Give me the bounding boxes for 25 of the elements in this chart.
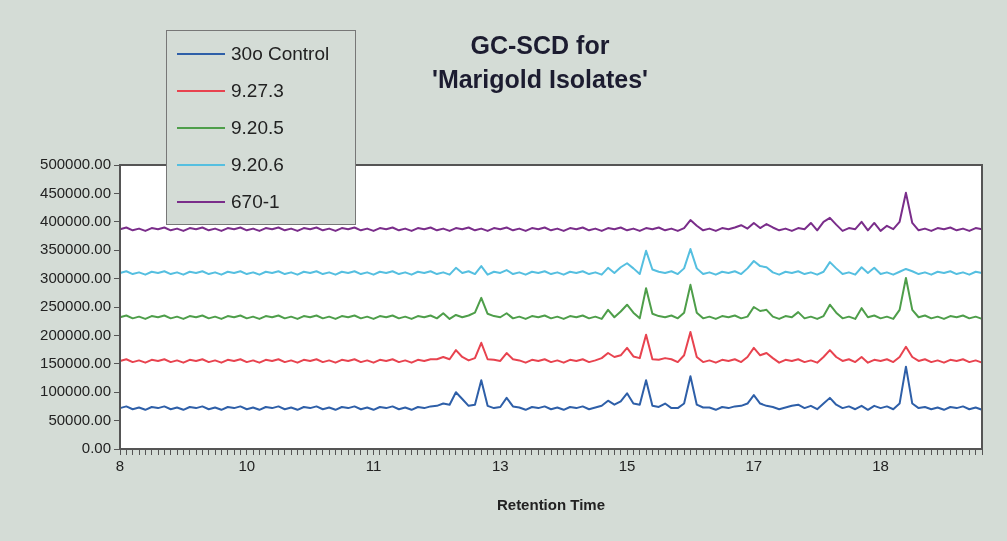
y-tick-label: 350000.00: [40, 240, 111, 258]
y-tick-label: 200000.00: [40, 325, 111, 343]
x-tick-label: 18: [872, 457, 889, 475]
y-tick-label: 0.00: [81, 439, 111, 457]
chart-title: GC-SCD for 'Marigold Isolates': [430, 30, 650, 95]
x-tick-label: 17: [745, 457, 763, 475]
x-axis-title: Retention Time: [495, 496, 607, 513]
y-tick-label: 250000.00: [40, 297, 111, 315]
x-tick-label: 8: [115, 457, 125, 475]
legend-label: 670-1: [231, 190, 280, 213]
legend-label: 9.20.6: [231, 153, 284, 176]
x-tick-label: 10: [238, 457, 256, 475]
y-tick-label: 100000.00: [40, 382, 111, 400]
y-tick-label: 150000.00: [40, 353, 111, 371]
y-tick-label: 400000.00: [40, 211, 111, 229]
y-tick-label: 450000.00: [40, 183, 111, 201]
x-tick-label: 11: [365, 457, 382, 475]
legend-label: 9.20.5: [231, 116, 284, 139]
y-tick-label: 50000.00: [48, 410, 111, 428]
x-tick-label: 15: [618, 457, 636, 475]
y-tick-label: 500000.00: [40, 155, 111, 173]
legend-label: 30o Control: [231, 42, 330, 65]
y-tick-label: 300000.00: [40, 268, 111, 286]
x-tick-label: 13: [491, 457, 509, 475]
legend-label: 9.27.3: [231, 79, 284, 102]
